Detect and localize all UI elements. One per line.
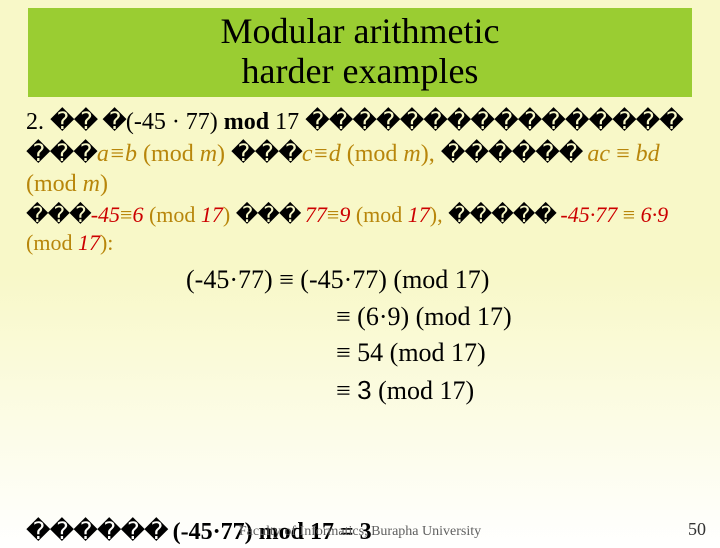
mod-close: ),	[430, 202, 448, 227]
mod-open: (mod	[341, 141, 404, 167]
val-m: 17	[408, 202, 430, 227]
mod-close: )	[100, 171, 108, 197]
equiv-prefix: ≡	[336, 376, 357, 405]
val-ac: -45·77	[560, 202, 617, 227]
derivation-step-4: ≡ 3 (mod 17)	[26, 374, 694, 408]
bd: bd	[636, 141, 660, 167]
title-line-1: Modular arithmetic	[28, 12, 692, 52]
placeholder-glyphs: ������	[441, 141, 588, 167]
val-a: -45	[91, 202, 120, 227]
mod-open: (mod	[137, 141, 200, 167]
page-number: 50	[688, 519, 706, 540]
mod-keyword: mod	[224, 109, 269, 135]
derivation-step-2: ≡ (6·9) (mod 17)	[26, 301, 694, 334]
val-c: 77	[305, 202, 327, 227]
mod-close: ):	[100, 230, 113, 255]
mod-close: ),	[421, 141, 441, 167]
content-area: 2. �� �(-45 · 77) mod 17 ���������������…	[0, 107, 720, 407]
placeholder-glyphs: ���	[26, 141, 97, 167]
m: m	[200, 141, 217, 167]
m: m	[403, 141, 420, 167]
placeholder-glyphs: ���	[231, 141, 302, 167]
substitution-line: ���-45≡6 (mod 17) ��� 77≡9 (mod 17), ���…	[26, 201, 694, 256]
footer-text: Faculty of Informatics, Burapha Universi…	[0, 524, 720, 540]
val-b: 6	[132, 202, 143, 227]
item-number: 2.	[26, 109, 44, 135]
derivation-step-3: ≡ 54 (mod 17)	[26, 337, 694, 370]
problem-line: 2. �� �(-45 · 77) mod 17 ���������������…	[26, 107, 694, 137]
equiv-suffix: (mod 17)	[372, 376, 475, 405]
placeholder-glyphs: ���	[236, 202, 305, 227]
equiv: ≡	[610, 141, 636, 167]
derivation-step-1: (-45·77) ≡ (-45·77) (mod 17)	[26, 264, 694, 297]
derivation-block: (-45·77) ≡ (-45·77) (mod 17) ≡ (6·9) (mo…	[26, 264, 694, 407]
equiv: ≡	[120, 202, 132, 227]
mod-open: (mod	[350, 202, 407, 227]
placeholder-glyphs: �� �	[50, 109, 126, 135]
title-line-2: harder examples	[28, 52, 692, 92]
mod-open: (mod	[26, 171, 83, 197]
mod-open: (mod	[143, 202, 200, 227]
expr-tail: 17	[269, 109, 305, 135]
equiv: ≡	[617, 202, 640, 227]
title-box: Modular arithmetic harder examples	[28, 8, 692, 97]
ac: ac	[587, 141, 610, 167]
placeholder-glyphs: ���	[26, 202, 91, 227]
mod-open: (mod	[26, 230, 78, 255]
theorem-line: ���a≡b (mod m) ���c≡d (mod m), ������ ac…	[26, 139, 694, 199]
val-m: 17	[201, 202, 223, 227]
cd: c≡d	[302, 141, 341, 167]
result-3: 3	[357, 375, 371, 405]
equiv: ≡	[327, 202, 339, 227]
expr: (-45 · 77)	[126, 109, 224, 135]
val-d: 9	[339, 202, 350, 227]
mod-close: )	[217, 141, 231, 167]
ab: a≡b	[97, 141, 137, 167]
m: m	[83, 171, 100, 197]
mod-close: )	[223, 202, 236, 227]
val-m: 17	[78, 230, 100, 255]
placeholder-glyphs: �����	[448, 202, 560, 227]
val-bd: 6·9	[641, 202, 669, 227]
placeholder-glyphs: ����������������	[305, 109, 683, 135]
